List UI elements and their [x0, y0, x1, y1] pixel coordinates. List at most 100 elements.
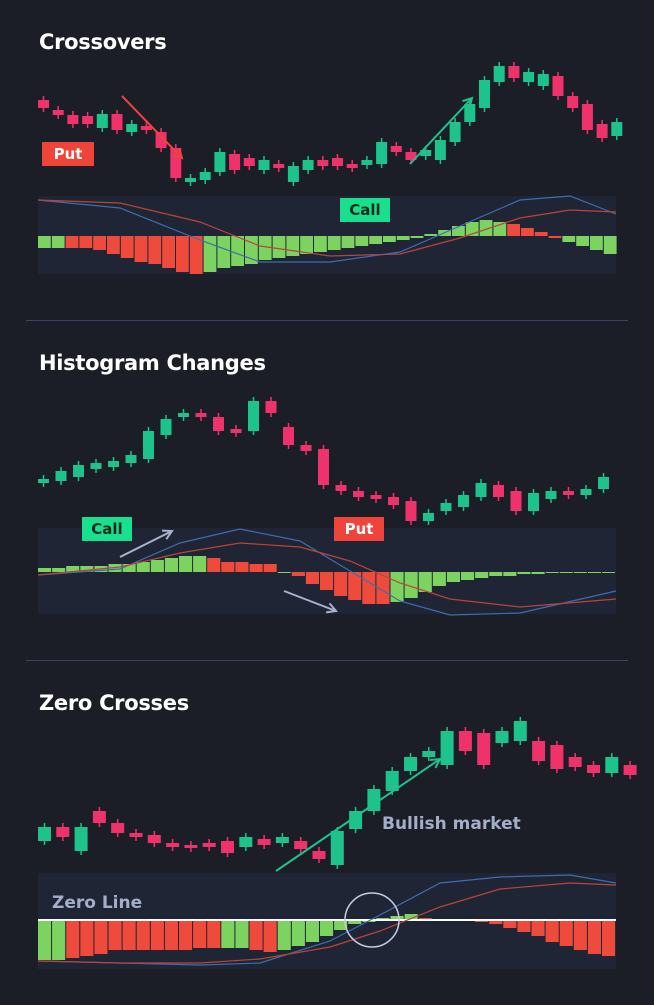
- histogram-bar: [587, 572, 601, 573]
- histogram-bar: [404, 914, 418, 920]
- histogram-bar: [235, 562, 249, 572]
- panel-title: Zero Crosses: [39, 691, 189, 715]
- histogram-bar: [221, 920, 235, 948]
- candle-body: [528, 493, 539, 511]
- candle-body: [248, 401, 259, 431]
- candle-body: [166, 843, 180, 847]
- candle-body: [552, 76, 564, 96]
- divider: [26, 320, 628, 321]
- histogram-bar: [545, 920, 559, 942]
- histogram-bar: [424, 234, 438, 236]
- candle-body: [258, 160, 270, 170]
- candle-body: [508, 66, 520, 78]
- histogram-bar: [320, 572, 334, 590]
- histogram-bar: [277, 572, 291, 573]
- candle-body: [537, 74, 549, 86]
- candle-body: [376, 142, 388, 164]
- candle-body: [440, 731, 454, 765]
- histogram-bar: [587, 920, 601, 954]
- histogram-bar: [235, 920, 249, 948]
- histogram-bar: [603, 236, 617, 254]
- histogram-bar: [602, 920, 616, 956]
- histogram-bar: [305, 572, 319, 584]
- candle-body: [38, 479, 49, 483]
- candle-body: [56, 827, 70, 837]
- histogram-bar: [80, 566, 94, 572]
- candle-body: [214, 152, 226, 172]
- candle-body: [568, 757, 582, 767]
- histogram-bar: [80, 920, 94, 956]
- histogram-bar: [355, 236, 369, 246]
- histogram-bar: [314, 236, 327, 252]
- candle-body: [229, 154, 241, 170]
- candle-body: [493, 485, 504, 497]
- candle-body: [230, 429, 242, 433]
- candle-body: [55, 471, 67, 481]
- histogram-changes-chart: Call Put: [37, 397, 617, 616]
- histogram-bar: [432, 572, 446, 586]
- histogram-bar: [489, 572, 503, 576]
- candle-body: [140, 126, 152, 130]
- histogram-bar: [164, 558, 178, 572]
- badge-bg: [334, 517, 384, 541]
- histogram-bar: [249, 920, 263, 950]
- histogram-bar: [51, 236, 65, 248]
- histogram-bar: [362, 572, 376, 604]
- candle-body: [550, 745, 564, 769]
- histogram-bar: [120, 236, 134, 258]
- badge-label: Put: [54, 145, 83, 163]
- histogram-bar: [189, 236, 203, 274]
- candle-body: [449, 122, 461, 142]
- candle-body: [510, 491, 522, 511]
- histogram-bar: [176, 236, 189, 272]
- histogram-bar: [263, 920, 277, 952]
- histogram-bar: [390, 916, 404, 920]
- divider: [26, 660, 628, 661]
- histogram-bar: [286, 236, 300, 256]
- histogram-bar: [348, 572, 362, 600]
- candle-body: [199, 172, 211, 180]
- histogram-bar: [277, 920, 291, 950]
- histogram-bar: [475, 572, 489, 578]
- put-arrow-head: [172, 148, 184, 160]
- histogram-bar: [446, 572, 460, 582]
- candle-body: [420, 150, 432, 156]
- histogram-bar: [38, 568, 52, 572]
- histogram-bar: [136, 920, 150, 950]
- histogram-bar: [376, 572, 390, 604]
- candle-body: [52, 110, 64, 115]
- panel-title: Histogram Changes: [39, 351, 266, 375]
- histogram-bar: [272, 236, 286, 258]
- histogram-bar: [452, 226, 465, 236]
- candle-body: [38, 827, 51, 841]
- candle-body: [434, 140, 446, 160]
- call-arrow: [119, 530, 173, 558]
- histogram-bar: [245, 236, 258, 264]
- histogram-bar: [493, 222, 507, 236]
- histogram-bar: [93, 236, 106, 250]
- histogram-bar: [52, 920, 66, 960]
- histogram-bar: [503, 920, 517, 928]
- candle-body: [265, 401, 277, 413]
- histogram-bar: [479, 220, 493, 236]
- zero-crosses-chart: Bullish market Zero Line: [37, 717, 637, 969]
- histogram-bar: [576, 236, 589, 246]
- histogram-bar: [531, 572, 545, 574]
- candle-body: [287, 166, 299, 182]
- histogram-bar: [334, 572, 348, 596]
- histogram-bar: [107, 236, 120, 254]
- zero-crosses-panel: Zero Crosses Bullish market Zero Line: [0, 661, 654, 1005]
- candle-body: [111, 823, 125, 833]
- crossovers-chart: Put Call: [37, 62, 623, 274]
- histogram-bar: [383, 236, 396, 242]
- histogram-bar: [136, 562, 150, 572]
- histogram-bar: [300, 236, 313, 254]
- histogram-bar: [559, 572, 573, 573]
- histogram-bar: [66, 566, 80, 572]
- histogram-bar: [38, 920, 52, 960]
- histogram-bar: [263, 564, 277, 572]
- histogram-bar: [291, 572, 305, 576]
- candle-body: [353, 491, 364, 497]
- histogram-bar: [38, 236, 51, 248]
- histogram-bar: [418, 572, 432, 592]
